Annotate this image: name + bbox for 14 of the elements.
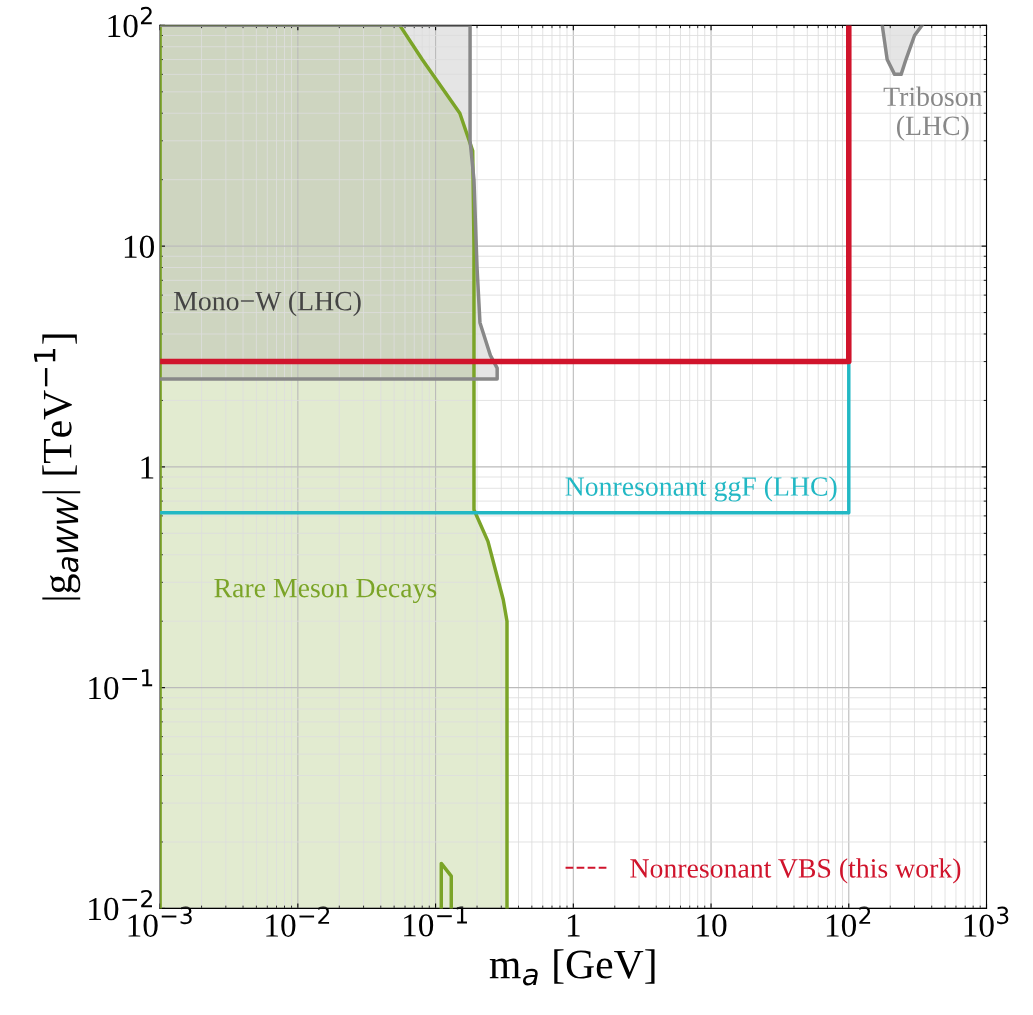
series-label: Mono−W (LHC) [173,290,361,317]
series-label: Nonresonant ggF (LHC) [565,476,837,502]
series-label: Triboson (LHC) [883,86,983,141]
text: Nonresonant VBS (this work) [630,858,961,884]
y-tick-label: 10$^{2}$ [108,6,152,38]
x-axis-title: m$_{a}$ [GeV] [489,949,655,986]
y-axis-title: |g$_{aWW}$| [TeV$^{−1}$] [34,334,81,600]
y-tick-label: 10 [124,235,154,259]
x-tick-label: 1 [567,914,580,937]
y-tick-label: 10$^{−1}$ [89,669,153,700]
y-tick-label: 1 [141,456,154,479]
x-tick-label: 10 [697,914,727,937]
x-tick-label: 10$^{3}$ [964,906,1009,937]
series-label: Rare Meson Decays [214,578,437,604]
